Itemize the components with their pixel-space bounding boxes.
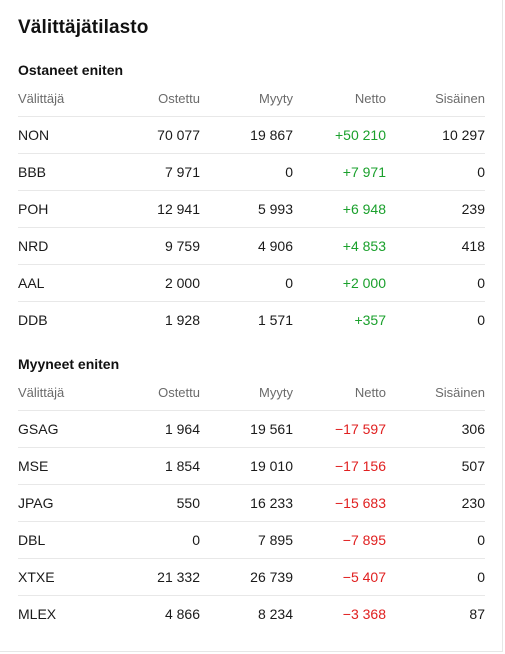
- sold-cell: 0: [200, 264, 293, 302]
- broker-cell: AAL: [18, 264, 110, 302]
- sold-section-title: Myyneet eniten: [18, 356, 120, 372]
- bought-cell: 2 000: [110, 264, 200, 302]
- column-header-bought[interactable]: Ostettu: [110, 374, 200, 411]
- net-cell: −5 407: [293, 558, 386, 596]
- broker-cell: JPAG: [18, 484, 110, 522]
- column-header-internal[interactable]: Sisäinen: [386, 374, 485, 411]
- column-header-internal[interactable]: Sisäinen: [386, 80, 485, 117]
- bought-cell: 9 759: [110, 227, 200, 265]
- net-cell: +50 210: [293, 116, 386, 154]
- internal-cell: 0: [386, 264, 485, 302]
- sold-cell: 1 571: [257, 312, 293, 328]
- column-header-net[interactable]: Netto: [293, 374, 386, 411]
- net-cell: −7 895: [293, 521, 386, 559]
- broker-cell: DBL: [18, 521, 110, 559]
- sold-cell: 8 234: [257, 606, 293, 622]
- internal-cell: 306: [386, 410, 485, 448]
- broker-cell: NON: [18, 116, 110, 154]
- table-row[interactable]: MSE 1 854 19 010 −17 156 507: [18, 447, 485, 485]
- bought-cell: 1 854: [110, 447, 200, 485]
- bought-cell: 70 077: [110, 116, 200, 154]
- internal-cell: 507: [386, 447, 485, 485]
- bought-cell: 4 866: [164, 606, 200, 622]
- bought-cell: 1 928: [164, 312, 200, 328]
- bought-cell: 0: [110, 521, 200, 559]
- column-header-sold[interactable]: Myyty: [200, 374, 293, 411]
- table-row[interactable]: DDB 1 928 1 571 +357 0: [18, 302, 485, 339]
- sold-cell: 19 561: [200, 410, 293, 448]
- net-cell: +2 000: [293, 264, 386, 302]
- sold-cell: 16 233: [200, 484, 293, 522]
- table-row[interactable]: BBB 7 971 0 +7 971 0: [18, 153, 485, 191]
- column-header-bought[interactable]: Ostettu: [110, 80, 200, 117]
- bought-cell: 550: [110, 484, 200, 522]
- net-cell: −15 683: [293, 484, 386, 522]
- sold-table: Välittäjä Ostettu Myyty Netto Sisäinen G…: [18, 374, 485, 632]
- net-cell: +6 948: [293, 190, 386, 228]
- internal-cell: 0: [386, 521, 485, 559]
- table-row[interactable]: MLEX 4 866 8 234 −3 368 87: [18, 596, 485, 633]
- sold-cell: 19 867: [200, 116, 293, 154]
- table-row[interactable]: NRD 9 759 4 906 +4 853 418: [18, 227, 485, 265]
- sold-cell: 19 010: [200, 447, 293, 485]
- table-row[interactable]: XTXE 21 332 26 739 −5 407 0: [18, 558, 485, 596]
- internal-cell: 230: [386, 484, 485, 522]
- broker-cell: DDB: [18, 312, 48, 328]
- net-cell: +4 853: [293, 227, 386, 265]
- broker-cell: MLEX: [18, 606, 57, 622]
- table-row[interactable]: AAL 2 000 0 +2 000 0: [18, 264, 485, 302]
- internal-cell: 0: [477, 312, 485, 328]
- column-header-broker[interactable]: Välittäjä: [18, 374, 110, 411]
- internal-cell: 418: [386, 227, 485, 265]
- table-row[interactable]: GSAG 1 964 19 561 −17 597 306: [18, 410, 485, 448]
- net-cell: −17 156: [293, 447, 386, 485]
- broker-cell: POH: [18, 190, 110, 228]
- column-header-sold[interactable]: Myyty: [200, 80, 293, 117]
- bought-table: Välittäjä Ostettu Myyty Netto Sisäinen N…: [18, 80, 485, 338]
- page-title: Välittäjätilasto: [18, 17, 149, 38]
- table-header-row: Välittäjä Ostettu Myyty Netto Sisäinen: [18, 374, 485, 411]
- sold-cell: 0: [200, 153, 293, 191]
- internal-cell: 10 297: [386, 116, 485, 154]
- sold-cell: 4 906: [200, 227, 293, 265]
- sold-cell: 5 993: [200, 190, 293, 228]
- broker-cell: XTXE: [18, 558, 110, 596]
- internal-cell: 0: [386, 153, 485, 191]
- table-row[interactable]: NON 70 077 19 867 +50 210 10 297: [18, 116, 485, 154]
- internal-cell: 0: [386, 558, 485, 596]
- table-row[interactable]: POH 12 941 5 993 +6 948 239: [18, 190, 485, 228]
- table-header-row: Välittäjä Ostettu Myyty Netto Sisäinen: [18, 80, 485, 117]
- sold-cell: 26 739: [200, 558, 293, 596]
- internal-cell: 87: [469, 606, 485, 622]
- table-row[interactable]: DBL 0 7 895 −7 895 0: [18, 521, 485, 559]
- net-cell: −17 597: [293, 410, 386, 448]
- bought-cell: 12 941: [110, 190, 200, 228]
- broker-cell: NRD: [18, 227, 110, 265]
- column-header-net[interactable]: Netto: [293, 80, 386, 117]
- bought-cell: 21 332: [110, 558, 200, 596]
- column-header-broker[interactable]: Välittäjä: [18, 80, 110, 117]
- net-cell: −3 368: [342, 606, 386, 622]
- broker-cell: GSAG: [18, 410, 110, 448]
- table-row[interactable]: JPAG 550 16 233 −15 683 230: [18, 484, 485, 522]
- broker-cell: MSE: [18, 447, 110, 485]
- bought-cell: 7 971: [110, 153, 200, 191]
- sold-cell: 7 895: [200, 521, 293, 559]
- net-cell: +357: [354, 312, 386, 328]
- broker-cell: BBB: [18, 153, 110, 191]
- internal-cell: 239: [386, 190, 485, 228]
- bought-cell: 1 964: [110, 410, 200, 448]
- net-cell: +7 971: [293, 153, 386, 191]
- bought-section-title: Ostaneet eniten: [18, 62, 124, 78]
